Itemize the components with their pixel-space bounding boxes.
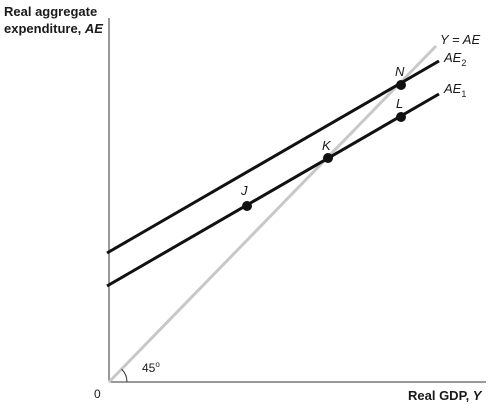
- ae2-line-label: AE2: [443, 50, 466, 68]
- x-axis-title-text: Real GDP,: [408, 388, 473, 403]
- point-j-label: J: [240, 183, 248, 198]
- x-axis-title: Real GDP, Y: [408, 388, 483, 403]
- origin-label: 0: [94, 387, 101, 401]
- angle-label: 45o: [142, 360, 160, 375]
- identity-line-label: Y = AE: [440, 32, 480, 47]
- x-axis-title-symbol: Y: [473, 388, 483, 403]
- ae2-label-text: AE: [443, 50, 462, 65]
- point-k-label: K: [322, 138, 332, 153]
- ae1-label-text: AE: [443, 81, 462, 96]
- y-axis-title-symbol: AE: [84, 21, 103, 36]
- ae2-label-subscript: 2: [461, 58, 466, 68]
- ae1-label-subscript: 1: [461, 89, 466, 99]
- angle-degree-mark: o: [155, 360, 160, 369]
- y-axis-title-line1: Real aggregate: [4, 4, 97, 19]
- point-k: [323, 153, 333, 163]
- ae1-line-label: AE1: [443, 81, 466, 99]
- point-n: [396, 80, 406, 90]
- y-axis-title-line2: expenditure, AE: [4, 21, 103, 36]
- angle-arc: [121, 368, 128, 383]
- point-l: [396, 112, 406, 122]
- point-l-label: L: [396, 96, 403, 111]
- angle-label-value: 45: [142, 361, 156, 375]
- ae2-line: [106, 59, 440, 255]
- identity-line: [107, 44, 438, 384]
- ae1-line: [106, 92, 440, 288]
- point-n-label: N: [395, 64, 405, 79]
- y-axis-title-text: expenditure,: [4, 21, 85, 36]
- point-j: [242, 201, 252, 211]
